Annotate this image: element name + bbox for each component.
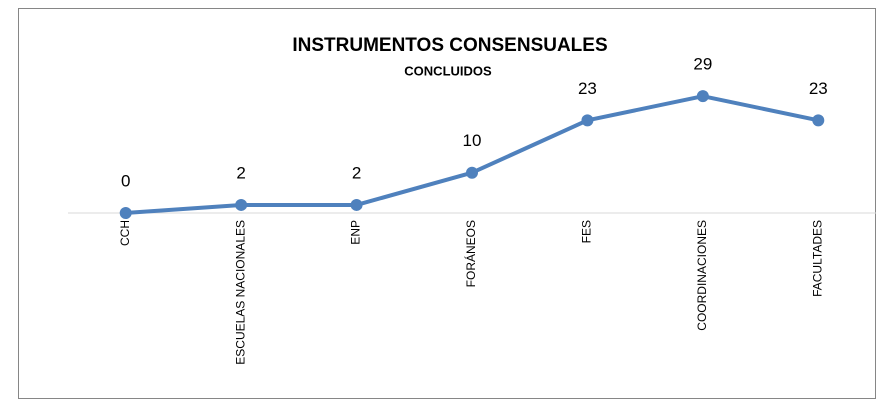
data-label: 10: [463, 131, 482, 150]
data-label: 0: [121, 171, 130, 190]
marker: [235, 198, 248, 211]
x-tick-label: FES: [580, 220, 594, 243]
x-tick-label: ENP: [349, 220, 363, 245]
data-label: 23: [578, 79, 597, 98]
marker: [350, 198, 363, 211]
x-tick-label: FACULTADES: [810, 220, 824, 297]
marker: [696, 90, 709, 103]
marker: [466, 166, 478, 179]
marker: [581, 114, 594, 127]
x-tick-label: ESCUELAS NACIONALES: [233, 220, 247, 365]
data-label: 2: [236, 163, 245, 182]
x-tick-label: CCH: [118, 220, 132, 246]
data-label: 23: [809, 79, 828, 98]
x-tick-label: FORÁNEOS: [463, 220, 478, 287]
chart-border: [18, 8, 876, 399]
data-label: 29: [693, 55, 712, 74]
marker: [119, 207, 132, 219]
chart-title: INSTRUMENTOS CONSENSUALES: [292, 35, 607, 56]
marker: [812, 114, 825, 127]
chart-subtitle: CONCLUIDOS: [404, 63, 492, 78]
x-tick-label: COORDINACIONES: [695, 220, 709, 331]
data-label: 2: [352, 163, 361, 182]
